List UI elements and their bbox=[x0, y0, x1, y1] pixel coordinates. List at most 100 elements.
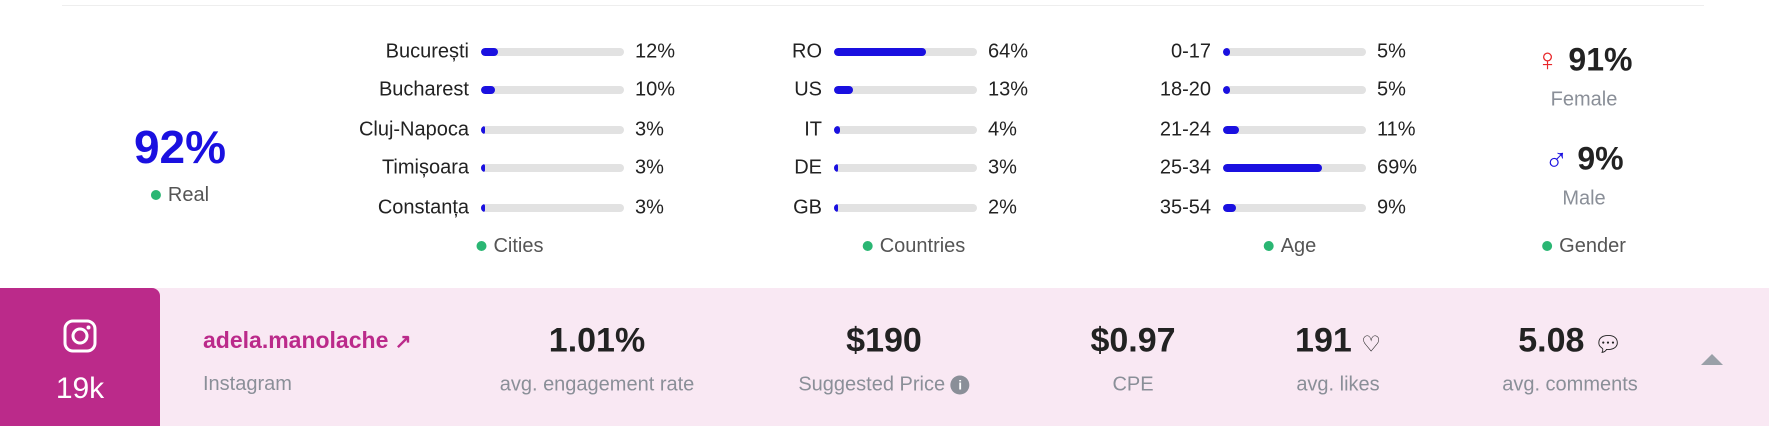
cities-bar bbox=[481, 48, 624, 56]
cpe-value: $0.97 bbox=[1090, 321, 1176, 360]
comment-icon: 💬︎ bbox=[1593, 331, 1622, 357]
cities-bar-fill bbox=[481, 48, 499, 56]
age-row-value: 11% bbox=[1377, 118, 1416, 141]
gender-legend: Gender bbox=[1542, 235, 1626, 258]
countries-bar-fill bbox=[834, 86, 853, 94]
age-row-label: 25-34 bbox=[1159, 156, 1211, 179]
age-row-label: 35-54 bbox=[1159, 196, 1211, 219]
cities-bar-fill bbox=[481, 164, 486, 172]
cities-bar bbox=[481, 204, 624, 212]
age-row-label: 18-20 bbox=[1159, 78, 1211, 101]
female-label: Female bbox=[1550, 88, 1618, 111]
age-bar-fill bbox=[1223, 126, 1239, 134]
cities-row-value: 3% bbox=[635, 196, 664, 219]
real-percentage: 92% bbox=[133, 121, 227, 173]
real-label: Real bbox=[167, 184, 210, 206]
countries-row-value: 4% bbox=[988, 118, 1017, 141]
countries-bar bbox=[834, 204, 977, 212]
age-bar bbox=[1223, 204, 1366, 212]
age-bar-fill bbox=[1223, 86, 1231, 94]
age-bar-fill bbox=[1223, 48, 1231, 56]
status-dot-icon bbox=[862, 240, 873, 251]
cities-row-value: 3% bbox=[635, 118, 664, 141]
price-label: Suggested Price bbox=[798, 373, 946, 396]
age-row-value: 5% bbox=[1377, 78, 1406, 101]
status-dot-icon bbox=[150, 189, 161, 200]
likes-value: 191 bbox=[1295, 321, 1352, 360]
cities-row-value: 3% bbox=[635, 156, 664, 179]
countries-row-value: 64% bbox=[988, 40, 1029, 63]
cities-row-value: 12% bbox=[635, 40, 676, 63]
heart-icon: ♡ bbox=[1361, 331, 1381, 357]
cities-row-label: Constanța bbox=[377, 196, 469, 219]
gender-legend-label: Gender bbox=[1559, 235, 1626, 257]
price-label-wrap: Suggested Price i bbox=[798, 373, 970, 397]
countries-bar-fill bbox=[834, 48, 926, 56]
countries-bar-fill bbox=[834, 126, 840, 134]
female-icon: ♀ bbox=[1535, 41, 1560, 78]
likes-label: avg. likes bbox=[1296, 373, 1380, 396]
cities-bar-fill bbox=[481, 126, 486, 134]
age-bar bbox=[1223, 86, 1366, 94]
cities-row-label: Cluj-Napoca bbox=[358, 118, 469, 141]
status-dot-icon bbox=[1542, 240, 1553, 251]
countries-row-value: 2% bbox=[988, 196, 1017, 219]
countries-bar bbox=[834, 86, 977, 94]
female-stat: ♀ 91% bbox=[1536, 42, 1633, 79]
countries-row-value: 13% bbox=[988, 78, 1029, 101]
comments-value: 5.08 bbox=[1518, 321, 1585, 360]
cities-row-label: Timișoara bbox=[381, 156, 469, 179]
male-value: 9% bbox=[1577, 140, 1624, 177]
countries-row-label: DE bbox=[794, 156, 822, 179]
age-bar bbox=[1223, 126, 1366, 134]
cities-bar-fill bbox=[481, 86, 496, 94]
countries-bar-fill bbox=[834, 164, 839, 172]
age-row-value: 69% bbox=[1377, 156, 1418, 179]
external-link-icon: ↗ bbox=[394, 331, 412, 353]
cities-row-label: București bbox=[385, 40, 469, 63]
countries-row-label: IT bbox=[804, 118, 822, 141]
age-row-value: 5% bbox=[1377, 40, 1406, 63]
real-legend: Real bbox=[150, 184, 210, 207]
divider bbox=[62, 5, 1704, 6]
countries-row-label: GB bbox=[793, 196, 822, 219]
collapse-arrow-icon[interactable] bbox=[1701, 354, 1723, 365]
male-icon: ♂ bbox=[1544, 140, 1569, 177]
age-row-value: 9% bbox=[1377, 196, 1406, 219]
info-icon[interactable]: i bbox=[950, 375, 970, 395]
username-link[interactable]: adela.manolache ↗ bbox=[203, 327, 412, 354]
age-legend-label: Age bbox=[1280, 235, 1317, 257]
cities-bar bbox=[481, 126, 624, 134]
male-label: Male bbox=[1562, 187, 1606, 210]
countries-row-label: RO bbox=[792, 40, 822, 63]
comments-stat: 5.08 💬︎ bbox=[1518, 322, 1622, 361]
engagement-value: 1.01% bbox=[548, 321, 646, 360]
cities-bar-fill bbox=[481, 204, 486, 212]
female-value: 91% bbox=[1568, 41, 1633, 78]
cities-legend-label: Cities bbox=[493, 235, 544, 257]
engagement-label: avg. engagement rate bbox=[499, 373, 695, 396]
platform-label: Instagram bbox=[203, 373, 292, 395]
followers-count: 19k bbox=[55, 372, 105, 405]
age-bar bbox=[1223, 164, 1366, 172]
countries-legend-label: Countries bbox=[879, 235, 966, 257]
instagram-icon bbox=[63, 319, 97, 353]
platform-block[interactable]: 19k bbox=[0, 288, 160, 426]
status-dot-icon bbox=[1263, 240, 1274, 251]
comments-label: avg. comments bbox=[1502, 373, 1638, 396]
price-value: $190 bbox=[846, 321, 922, 360]
cities-bar bbox=[481, 164, 624, 172]
likes-stat: 191 ♡ bbox=[1295, 322, 1381, 361]
age-bar bbox=[1223, 48, 1366, 56]
age-bar-fill bbox=[1223, 204, 1236, 212]
age-bar-fill bbox=[1223, 164, 1322, 172]
countries-bar bbox=[834, 164, 977, 172]
countries-bar bbox=[834, 48, 977, 56]
age-row-label: 0-17 bbox=[1170, 40, 1211, 63]
username: adela.manolache bbox=[203, 327, 389, 353]
male-stat: ♂ 9% bbox=[1544, 141, 1623, 178]
profile-row bbox=[0, 288, 1769, 426]
countries-row-label: US bbox=[794, 78, 822, 101]
cpe-label: CPE bbox=[1112, 373, 1154, 396]
cities-bar bbox=[481, 86, 624, 94]
